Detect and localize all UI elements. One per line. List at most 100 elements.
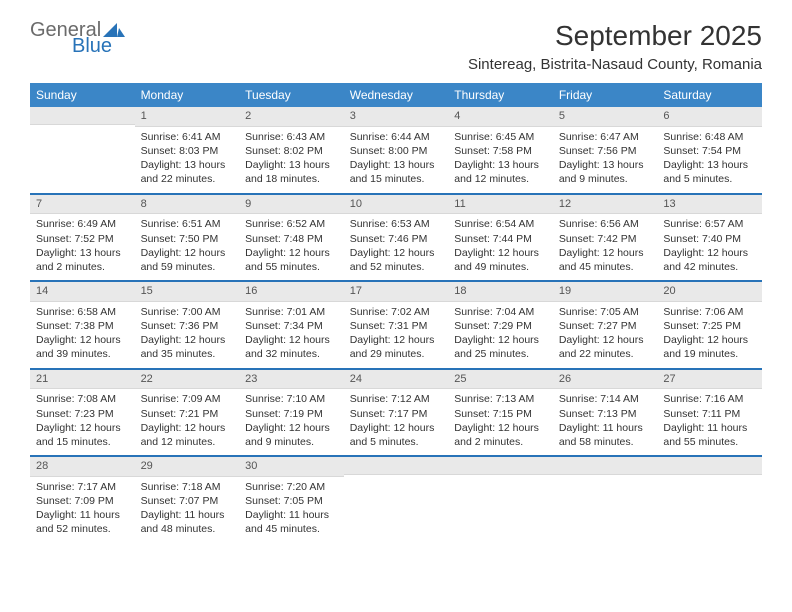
sunset-text: Sunset: 7:19 PM (245, 407, 338, 421)
day-number: 17 (344, 282, 449, 302)
daylight-text: Daylight: 12 hours and 39 minutes. (36, 333, 129, 361)
day-details: Sunrise: 6:58 AMSunset: 7:38 PMDaylight:… (30, 302, 135, 368)
calendar-cell: 30Sunrise: 7:20 AMSunset: 7:05 PMDayligh… (239, 457, 344, 543)
calendar-cell: 24Sunrise: 7:12 AMSunset: 7:17 PMDayligh… (344, 370, 449, 456)
day-details: Sunrise: 7:00 AMSunset: 7:36 PMDaylight:… (135, 302, 240, 368)
day-number: 10 (344, 195, 449, 215)
day-number: 20 (657, 282, 762, 302)
day-number: 8 (135, 195, 240, 215)
sunrise-text: Sunrise: 6:58 AM (36, 305, 129, 319)
day-number: 22 (135, 370, 240, 390)
daylight-text: Daylight: 12 hours and 19 minutes. (663, 333, 756, 361)
day-number: 19 (553, 282, 658, 302)
calendar-cell: 13Sunrise: 6:57 AMSunset: 7:40 PMDayligh… (657, 195, 762, 281)
day-details: Sunrise: 7:20 AMSunset: 7:05 PMDaylight:… (239, 477, 344, 543)
day-details: Sunrise: 6:43 AMSunset: 8:02 PMDaylight:… (239, 127, 344, 193)
sunset-text: Sunset: 7:25 PM (663, 319, 756, 333)
day-details: Sunrise: 6:44 AMSunset: 8:00 PMDaylight:… (344, 127, 449, 193)
day-number: 30 (239, 457, 344, 477)
dayname-tuesday: Tuesday (239, 83, 344, 107)
daylight-text: Daylight: 13 hours and 15 minutes. (350, 158, 443, 186)
daylight-text: Daylight: 12 hours and 59 minutes. (141, 246, 234, 274)
day-details: Sunrise: 7:10 AMSunset: 7:19 PMDaylight:… (239, 389, 344, 455)
sunset-text: Sunset: 7:50 PM (141, 232, 234, 246)
sunset-text: Sunset: 7:05 PM (245, 494, 338, 508)
calendar-cell (657, 457, 762, 543)
day-details: Sunrise: 7:06 AMSunset: 7:25 PMDaylight:… (657, 302, 762, 368)
sunset-text: Sunset: 7:56 PM (559, 144, 652, 158)
sunrise-text: Sunrise: 6:44 AM (350, 130, 443, 144)
dayname-friday: Friday (553, 83, 658, 107)
day-details (657, 475, 762, 533)
sunset-text: Sunset: 7:34 PM (245, 319, 338, 333)
daylight-text: Daylight: 11 hours and 55 minutes. (663, 421, 756, 449)
sunrise-text: Sunrise: 7:10 AM (245, 392, 338, 406)
daylight-text: Daylight: 13 hours and 22 minutes. (141, 158, 234, 186)
daylight-text: Daylight: 12 hours and 55 minutes. (245, 246, 338, 274)
sunrise-text: Sunrise: 7:00 AM (141, 305, 234, 319)
sunrise-text: Sunrise: 6:43 AM (245, 130, 338, 144)
month-title: September 2025 (468, 20, 762, 52)
header: General Blue September 2025 Sintereag, B… (30, 20, 762, 73)
sunset-text: Sunset: 7:09 PM (36, 494, 129, 508)
calendar-week: 21Sunrise: 7:08 AMSunset: 7:23 PMDayligh… (30, 370, 762, 456)
calendar-week: 1Sunrise: 6:41 AMSunset: 8:03 PMDaylight… (30, 107, 762, 193)
logo-word2: Blue (72, 36, 125, 56)
day-number (448, 457, 553, 475)
sunrise-text: Sunrise: 6:45 AM (454, 130, 547, 144)
sunset-text: Sunset: 7:52 PM (36, 232, 129, 246)
day-details: Sunrise: 7:02 AMSunset: 7:31 PMDaylight:… (344, 302, 449, 368)
day-details: Sunrise: 6:54 AMSunset: 7:44 PMDaylight:… (448, 214, 553, 280)
day-details: Sunrise: 7:12 AMSunset: 7:17 PMDaylight:… (344, 389, 449, 455)
sunrise-text: Sunrise: 7:18 AM (141, 480, 234, 494)
calendar-cell: 6Sunrise: 6:48 AMSunset: 7:54 PMDaylight… (657, 107, 762, 193)
calendar-cell: 5Sunrise: 6:47 AMSunset: 7:56 PMDaylight… (553, 107, 658, 193)
day-details (344, 475, 449, 533)
day-details: Sunrise: 7:01 AMSunset: 7:34 PMDaylight:… (239, 302, 344, 368)
day-details: Sunrise: 6:49 AMSunset: 7:52 PMDaylight:… (30, 214, 135, 280)
calendar-cell: 27Sunrise: 7:16 AMSunset: 7:11 PMDayligh… (657, 370, 762, 456)
sunrise-text: Sunrise: 7:01 AM (245, 305, 338, 319)
day-number: 6 (657, 107, 762, 127)
calendar: Sunday Monday Tuesday Wednesday Thursday… (30, 83, 762, 543)
day-details: Sunrise: 6:53 AMSunset: 7:46 PMDaylight:… (344, 214, 449, 280)
day-number: 1 (135, 107, 240, 127)
calendar-cell: 22Sunrise: 7:09 AMSunset: 7:21 PMDayligh… (135, 370, 240, 456)
calendar-cell: 17Sunrise: 7:02 AMSunset: 7:31 PMDayligh… (344, 282, 449, 368)
daylight-text: Daylight: 12 hours and 32 minutes. (245, 333, 338, 361)
daylight-text: Daylight: 12 hours and 29 minutes. (350, 333, 443, 361)
day-details: Sunrise: 6:41 AMSunset: 8:03 PMDaylight:… (135, 127, 240, 193)
day-number: 21 (30, 370, 135, 390)
sunset-text: Sunset: 7:31 PM (350, 319, 443, 333)
daylight-text: Daylight: 13 hours and 2 minutes. (36, 246, 129, 274)
sunset-text: Sunset: 7:07 PM (141, 494, 234, 508)
calendar-cell (344, 457, 449, 543)
dayname-monday: Monday (135, 83, 240, 107)
calendar-cell: 8Sunrise: 6:51 AMSunset: 7:50 PMDaylight… (135, 195, 240, 281)
day-number: 24 (344, 370, 449, 390)
day-details: Sunrise: 6:45 AMSunset: 7:58 PMDaylight:… (448, 127, 553, 193)
sunrise-text: Sunrise: 7:04 AM (454, 305, 547, 319)
day-details: Sunrise: 7:05 AMSunset: 7:27 PMDaylight:… (553, 302, 658, 368)
day-number: 2 (239, 107, 344, 127)
dayname-sunday: Sunday (30, 83, 135, 107)
day-details: Sunrise: 7:09 AMSunset: 7:21 PMDaylight:… (135, 389, 240, 455)
day-number (30, 107, 135, 125)
sunset-text: Sunset: 7:44 PM (454, 232, 547, 246)
sunset-text: Sunset: 7:36 PM (141, 319, 234, 333)
sunset-text: Sunset: 7:42 PM (559, 232, 652, 246)
sunrise-text: Sunrise: 6:56 AM (559, 217, 652, 231)
calendar-cell: 19Sunrise: 7:05 AMSunset: 7:27 PMDayligh… (553, 282, 658, 368)
sunrise-text: Sunrise: 6:54 AM (454, 217, 547, 231)
calendar-cell: 25Sunrise: 7:13 AMSunset: 7:15 PMDayligh… (448, 370, 553, 456)
daylight-text: Daylight: 12 hours and 45 minutes. (559, 246, 652, 274)
location: Sintereag, Bistrita-Nasaud County, Roman… (468, 56, 762, 73)
calendar-cell: 28Sunrise: 7:17 AMSunset: 7:09 PMDayligh… (30, 457, 135, 543)
day-details: Sunrise: 7:16 AMSunset: 7:11 PMDaylight:… (657, 389, 762, 455)
day-number: 23 (239, 370, 344, 390)
day-details (553, 475, 658, 533)
calendar-cell: 26Sunrise: 7:14 AMSunset: 7:13 PMDayligh… (553, 370, 658, 456)
sunrise-text: Sunrise: 7:05 AM (559, 305, 652, 319)
daylight-text: Daylight: 11 hours and 58 minutes. (559, 421, 652, 449)
sunset-text: Sunset: 7:27 PM (559, 319, 652, 333)
